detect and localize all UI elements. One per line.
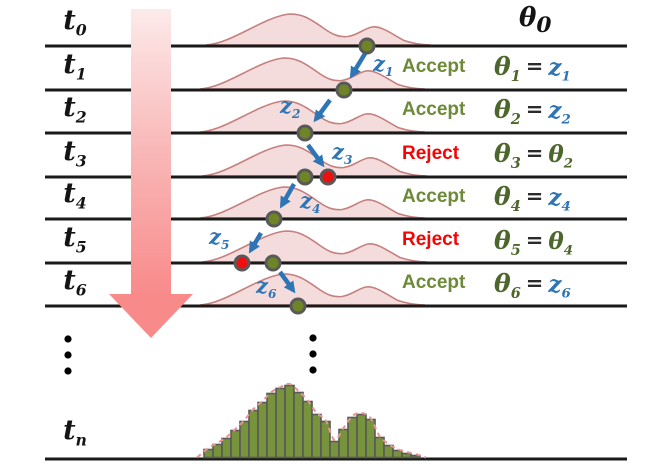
sample-point-accepted [296, 124, 314, 142]
equals-sign: = [525, 183, 544, 208]
histogram-bar [401, 452, 412, 459]
update-equation: θ5 = θ4 [494, 227, 573, 259]
proposal-arrow-z5 [248, 231, 263, 254]
sample-point-accepted [265, 210, 283, 228]
time-label-t6: t6 [63, 265, 87, 300]
proposal-arrow-z1 [349, 50, 368, 79]
proposal-label-z4: z4 [300, 188, 321, 217]
distribution-curve [201, 144, 428, 177]
histogram-bar [230, 429, 241, 459]
histogram-bar [392, 449, 403, 459]
theta-symbol: θ1 [494, 52, 521, 85]
ellipsis-dots-icon [64, 334, 317, 375]
distribution-curve [205, 13, 432, 46]
sample-points [233, 37, 376, 315]
update-equation: θ3 = θ2 [494, 140, 573, 172]
update-equation: θ1 = z1 [494, 53, 571, 85]
theta-symbol: θ3 [494, 139, 521, 172]
theta-symbol: θ5 [494, 226, 521, 259]
histogram-bar [293, 391, 304, 459]
time-label-t5: t5 [63, 222, 87, 257]
sample-point-accepted [335, 81, 353, 99]
proposal-arrow-z4 [279, 182, 296, 209]
decision-label: Accept [402, 56, 466, 77]
decision-label: Accept [402, 272, 466, 293]
distribution-curve [199, 273, 426, 306]
proposal-arrow-z3 [306, 143, 325, 168]
theta-symbol: θ4 [494, 182, 521, 215]
histogram-bar [221, 437, 232, 459]
time-label-t0: t0 [63, 5, 87, 40]
density-overlay-curve [196, 382, 427, 459]
z-symbol: z2 [548, 97, 571, 128]
proposal-label-z2: z2 [280, 93, 301, 122]
histogram-bar [266, 392, 277, 459]
equals-sign: = [525, 53, 544, 78]
histogram-bars [203, 384, 421, 459]
z-symbol: z1 [548, 54, 571, 85]
sample-point-accepted [264, 254, 282, 272]
histogram-bar [383, 444, 394, 459]
sample-point-accepted [296, 168, 314, 186]
histogram-bar [374, 436, 385, 459]
theta-symbol: θ4 [548, 228, 574, 259]
time-label-t3: t3 [63, 136, 87, 171]
proposal-arrow-z2 [313, 98, 332, 123]
histogram-bar [410, 454, 421, 459]
z-symbol: z4 [548, 184, 571, 215]
histogram-bar [275, 387, 286, 459]
histogram-bar [320, 420, 331, 459]
decision-label: Reject [402, 229, 460, 250]
z-symbol: z6 [548, 271, 571, 302]
time-flow-arrow-icon [109, 9, 193, 338]
histogram-bar [311, 413, 322, 459]
time-label-t1: t1 [63, 49, 87, 84]
sample-point-accepted [358, 37, 376, 55]
decision-label: Accept [402, 99, 466, 120]
time-label-t4: t4 [63, 178, 87, 213]
histogram-bar [248, 409, 259, 459]
time-label-t2: t2 [63, 92, 87, 127]
histogram-bar [302, 400, 313, 459]
histogram-bar [257, 401, 268, 459]
theta-symbol: θ6 [494, 269, 521, 302]
equals-sign: = [525, 140, 544, 165]
histogram-bar [239, 420, 250, 459]
histogram-bar [356, 413, 367, 459]
equals-sign: = [525, 227, 544, 252]
theta-symbol: θ2 [548, 141, 574, 172]
proposal-label-z6: z6 [256, 273, 277, 302]
sample-point-rejected [233, 254, 251, 272]
theta-symbol: θ2 [494, 95, 521, 128]
histogram-bar [329, 440, 340, 459]
update-equation: θ4 = z4 [494, 183, 571, 215]
proposal-label-z3: z3 [332, 139, 353, 168]
time-label-tn: tn [63, 415, 87, 450]
sample-point-accepted [289, 297, 307, 315]
initial-theta-label: θ0 [519, 3, 552, 39]
histogram-bar [347, 416, 358, 459]
proposal-label-z1: z1 [373, 51, 394, 80]
proposal-arrows [248, 50, 368, 294]
update-equation: θ6 = z6 [494, 270, 571, 302]
equals-sign: = [525, 270, 544, 295]
equals-sign: = [525, 96, 544, 121]
histogram-bar [284, 384, 295, 459]
proposal-arrow-z6 [278, 270, 296, 294]
histogram-bar [212, 443, 223, 459]
update-equation: θ2 = z2 [494, 96, 571, 128]
proposal-label-z5: z5 [209, 224, 230, 253]
distribution-curve [199, 100, 426, 133]
sample-point-rejected [319, 168, 337, 186]
decision-label: Accept [402, 186, 466, 207]
decision-label: Reject [402, 143, 460, 164]
